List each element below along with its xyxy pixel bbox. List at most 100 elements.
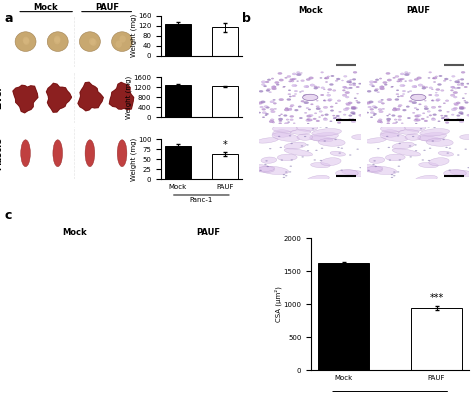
Circle shape [346,96,349,98]
Circle shape [415,150,417,151]
Circle shape [329,84,334,85]
Circle shape [437,100,439,101]
Circle shape [273,99,275,100]
Circle shape [412,85,417,88]
Circle shape [380,122,383,123]
Circle shape [414,144,417,145]
Circle shape [294,90,298,92]
Ellipse shape [392,142,414,149]
Circle shape [335,80,338,82]
Circle shape [459,175,462,177]
Circle shape [281,160,283,161]
Circle shape [432,140,434,142]
Circle shape [459,107,464,110]
Circle shape [460,107,465,109]
Circle shape [374,81,377,83]
Circle shape [283,177,285,178]
Circle shape [304,101,309,104]
Circle shape [321,148,323,149]
Polygon shape [13,85,38,113]
Circle shape [396,93,399,95]
Circle shape [373,115,375,116]
Circle shape [441,117,444,119]
Circle shape [451,108,456,111]
Circle shape [314,87,318,89]
Circle shape [352,78,356,80]
Circle shape [460,83,464,85]
Circle shape [378,108,382,110]
Circle shape [432,78,435,79]
Ellipse shape [404,124,426,131]
Circle shape [314,86,317,87]
Circle shape [309,77,313,79]
Circle shape [422,87,426,89]
Circle shape [338,111,341,113]
Circle shape [328,98,332,101]
Circle shape [271,110,275,113]
Circle shape [446,147,448,148]
Circle shape [265,115,267,116]
Ellipse shape [438,151,454,156]
Circle shape [299,117,302,119]
Circle shape [269,148,272,149]
Circle shape [351,120,356,123]
Circle shape [342,86,346,88]
Circle shape [325,114,328,116]
Circle shape [315,150,318,151]
Circle shape [429,87,433,89]
Circle shape [332,115,335,116]
Circle shape [333,117,337,119]
Circle shape [402,90,406,92]
Circle shape [291,143,293,144]
Title: Mock: Mock [62,229,86,237]
Ellipse shape [369,157,385,163]
Circle shape [440,115,443,116]
Circle shape [457,82,460,83]
Title: PAUF: PAUF [406,6,430,15]
Circle shape [292,84,297,87]
Circle shape [270,108,274,110]
Circle shape [349,79,352,80]
Circle shape [325,127,328,128]
Circle shape [379,86,384,88]
Ellipse shape [15,32,36,52]
Circle shape [404,73,410,76]
Ellipse shape [312,128,341,136]
Circle shape [261,101,265,103]
Ellipse shape [21,140,30,167]
Circle shape [400,78,403,80]
Circle shape [444,78,448,80]
Circle shape [387,79,392,81]
Circle shape [335,102,337,104]
Circle shape [405,81,407,82]
Circle shape [374,113,377,115]
Circle shape [309,97,313,99]
Polygon shape [109,82,134,110]
Circle shape [449,148,451,149]
Circle shape [375,88,379,90]
Circle shape [456,115,460,117]
Circle shape [303,95,308,97]
Circle shape [398,104,402,106]
Circle shape [272,86,276,88]
Circle shape [366,112,369,113]
Circle shape [380,87,384,90]
Circle shape [283,115,287,117]
Circle shape [274,108,277,110]
Circle shape [457,87,461,89]
Circle shape [344,87,346,88]
Circle shape [457,84,460,85]
Circle shape [409,100,412,102]
Circle shape [414,78,419,81]
Circle shape [416,95,420,97]
Circle shape [382,108,385,110]
Circle shape [412,101,417,104]
Text: *: * [223,140,228,150]
Circle shape [447,152,449,154]
Ellipse shape [296,124,318,131]
Ellipse shape [310,163,330,168]
Ellipse shape [261,157,277,163]
Circle shape [291,159,293,161]
Circle shape [431,118,436,121]
Circle shape [392,86,393,87]
